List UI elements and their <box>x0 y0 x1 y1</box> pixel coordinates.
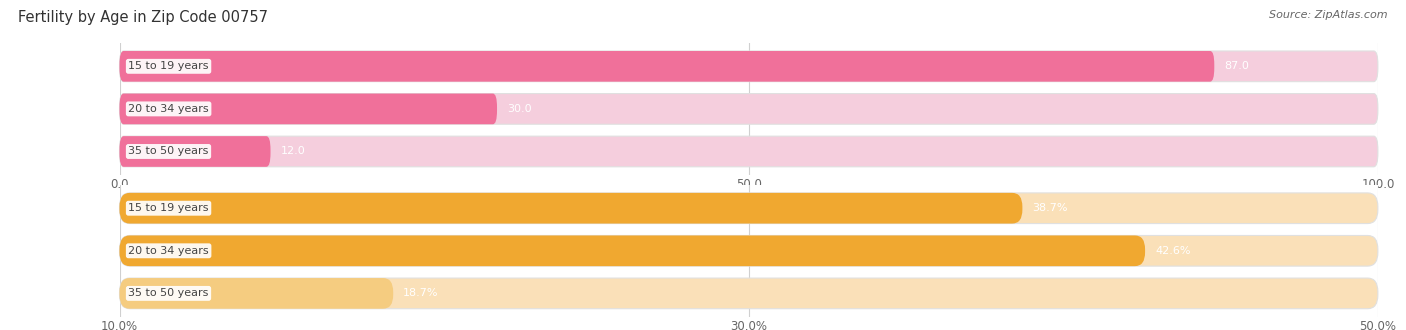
FancyBboxPatch shape <box>120 94 498 124</box>
Text: 35 to 50 years: 35 to 50 years <box>128 288 208 298</box>
Text: Fertility by Age in Zip Code 00757: Fertility by Age in Zip Code 00757 <box>18 10 269 25</box>
Text: 87.0: 87.0 <box>1225 61 1250 71</box>
FancyBboxPatch shape <box>120 278 394 309</box>
Text: 38.7%: 38.7% <box>1032 203 1069 213</box>
FancyBboxPatch shape <box>120 236 1144 266</box>
FancyBboxPatch shape <box>120 136 270 167</box>
Text: 12.0: 12.0 <box>281 147 305 156</box>
Text: 15 to 19 years: 15 to 19 years <box>128 61 209 71</box>
FancyBboxPatch shape <box>120 278 1378 309</box>
Text: 20 to 34 years: 20 to 34 years <box>128 246 209 256</box>
FancyBboxPatch shape <box>120 51 1378 82</box>
Text: 35 to 50 years: 35 to 50 years <box>128 147 208 156</box>
FancyBboxPatch shape <box>120 51 1215 82</box>
FancyBboxPatch shape <box>120 136 1378 167</box>
FancyBboxPatch shape <box>120 236 1378 266</box>
FancyBboxPatch shape <box>120 193 1022 223</box>
FancyBboxPatch shape <box>120 193 1378 223</box>
Text: Source: ZipAtlas.com: Source: ZipAtlas.com <box>1270 10 1388 20</box>
FancyBboxPatch shape <box>120 94 1378 124</box>
Text: 42.6%: 42.6% <box>1156 246 1191 256</box>
Text: 18.7%: 18.7% <box>404 288 439 298</box>
Text: 20 to 34 years: 20 to 34 years <box>128 104 209 114</box>
Text: 30.0: 30.0 <box>508 104 531 114</box>
Text: 15 to 19 years: 15 to 19 years <box>128 203 209 213</box>
